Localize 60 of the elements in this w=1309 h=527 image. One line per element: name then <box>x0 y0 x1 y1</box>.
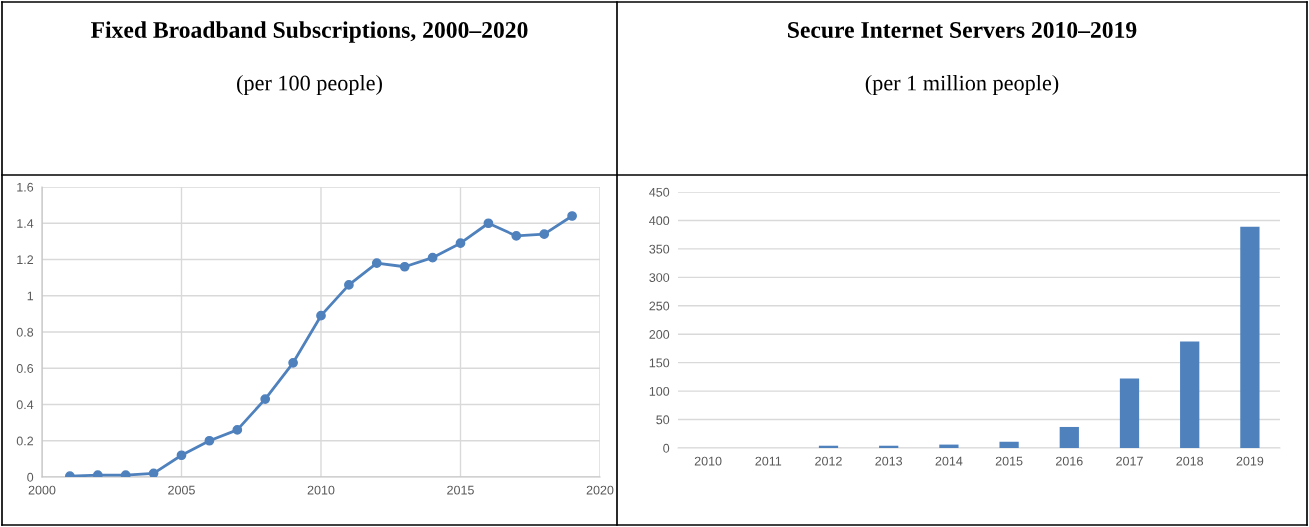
chart-title: Secure Internet Servers 2010–2019 <box>788 21 1137 38</box>
x-tick-label: 2020 <box>586 485 614 495</box>
x-tick-label: 2015 <box>995 456 1023 466</box>
bar <box>1180 341 1200 448</box>
y-tick-label: 250 <box>649 301 670 311</box>
point <box>539 229 550 239</box>
y-tick-label: 200 <box>649 330 670 339</box>
x-tick-label: 2000 <box>28 485 56 495</box>
y-tick-label: 300 <box>649 273 670 282</box>
x-tick-label: 2015 <box>447 485 474 495</box>
x-tick-label: 2005 <box>168 485 195 495</box>
x-tick-label: 2019 <box>1236 456 1264 466</box>
point <box>148 468 159 477</box>
point <box>371 258 382 268</box>
point <box>176 450 187 461</box>
y-tick-label: 0 <box>663 443 670 453</box>
y-tick-label: 0.2 <box>16 436 34 446</box>
y-tick-label: 0.8 <box>16 327 34 337</box>
point <box>204 435 215 446</box>
point <box>399 261 410 272</box>
y-tick-label: 100 <box>649 386 670 396</box>
point <box>288 357 298 368</box>
chart-title: Fixed Broadband Subscriptions, 2000–2020 <box>91 21 528 43</box>
y-tick-label: 1.6 <box>17 182 34 192</box>
y-tick-label: 0.6 <box>16 364 34 373</box>
bar <box>999 441 1019 448</box>
point <box>483 218 494 229</box>
x-tick-label: 2010 <box>694 456 722 466</box>
y-tick-label: 1.2 <box>17 255 34 265</box>
bar <box>1119 378 1140 448</box>
x-tick-label: 2016 <box>1056 456 1083 466</box>
y-tick-label: 50 <box>656 415 670 425</box>
y-tick-label: 150 <box>649 358 670 368</box>
point <box>511 231 522 241</box>
x-tick-label: 2014 <box>935 456 963 466</box>
point <box>427 252 438 263</box>
point <box>232 425 243 435</box>
x-tick-label: 2012 <box>815 456 842 466</box>
y-tick-label: 0 <box>27 472 34 482</box>
chart-subtitle: (per 100 people) <box>237 74 382 96</box>
x-tick-label: 2017 <box>1116 456 1143 466</box>
y-tick-label: 350 <box>649 244 670 254</box>
point <box>316 310 326 321</box>
point <box>344 280 354 290</box>
x-tick-label: 2010 <box>307 485 335 495</box>
y-tick-label: 400 <box>649 216 670 226</box>
x-tick-label: 2013 <box>875 456 903 466</box>
chart-subtitle: (per 1 million people) <box>865 74 1059 96</box>
bar <box>1240 226 1260 448</box>
y-tick-label: 1.4 <box>17 219 34 228</box>
bar <box>939 444 959 448</box>
x-tick-label: 2011 <box>755 456 782 466</box>
point <box>567 211 577 221</box>
y-tick-label: 1 <box>27 291 34 301</box>
bar <box>1059 426 1079 448</box>
point <box>260 394 271 404</box>
point <box>455 238 466 249</box>
x-tick-label: 2018 <box>1176 456 1204 466</box>
y-tick-label: 450 <box>649 187 670 197</box>
y-tick-label: 0.4 <box>16 400 34 410</box>
